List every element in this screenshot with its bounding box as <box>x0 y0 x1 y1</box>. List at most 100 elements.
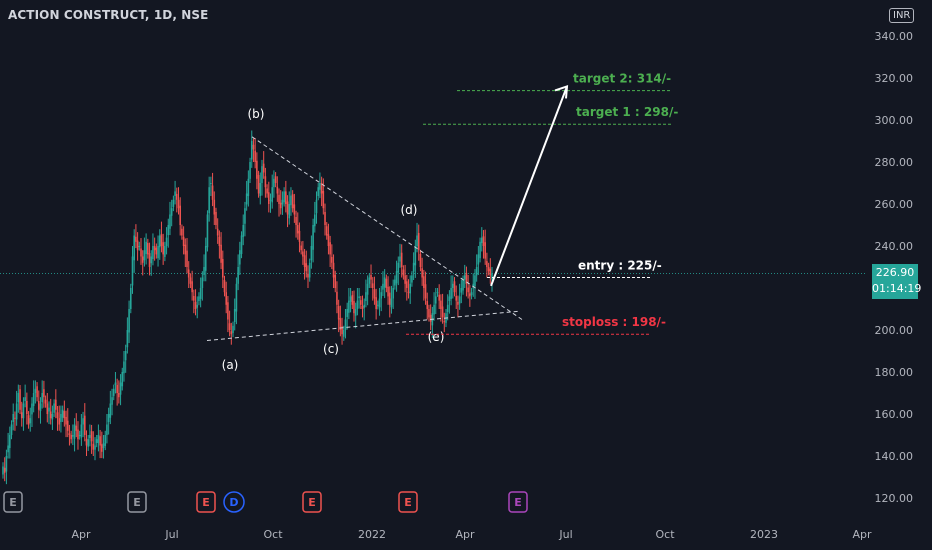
candle-body <box>390 298 393 308</box>
candle-body <box>87 439 89 447</box>
candle-body <box>489 268 492 276</box>
candle-body <box>7 445 9 453</box>
x-tick-label: Apr <box>455 528 475 541</box>
candle-body <box>179 205 181 225</box>
candle-body <box>300 245 302 251</box>
candle-body <box>140 248 142 257</box>
candle-body <box>365 292 367 302</box>
candle-body <box>44 399 47 404</box>
candle-body <box>373 289 376 299</box>
event-marker[interactable]: E <box>196 491 216 513</box>
event-letter: E <box>308 496 316 509</box>
candle-body <box>281 199 284 205</box>
candle-body <box>353 301 355 314</box>
candle-body <box>32 393 35 407</box>
event-marker[interactable]: E <box>3 491 23 513</box>
last-price-value: 226.90 <box>875 266 915 279</box>
x-tick-label: Jul <box>164 528 178 541</box>
event-marker[interactable]: E <box>508 491 528 513</box>
candle-body <box>194 301 197 309</box>
candle-body <box>252 144 255 150</box>
candle-body <box>324 211 326 225</box>
candle-body <box>344 319 347 330</box>
candle-body <box>419 253 422 267</box>
candle-body <box>305 263 308 272</box>
candle-body <box>317 187 320 197</box>
candle-body <box>354 309 357 316</box>
candle-body <box>247 178 250 197</box>
candle-body <box>152 246 154 260</box>
candle-body <box>337 306 340 320</box>
candle-body <box>232 325 234 333</box>
candle-body <box>147 243 149 255</box>
candle-body <box>223 280 226 293</box>
currency-badge[interactable]: INR <box>889 8 915 23</box>
candle-body <box>257 175 260 194</box>
candle-body <box>106 424 108 435</box>
candle-body <box>477 254 480 265</box>
candle-body <box>339 318 342 330</box>
candle-body <box>189 277 192 284</box>
event-marker[interactable]: E <box>398 491 418 513</box>
candle-body <box>429 314 432 322</box>
level-label: stoploss : 198/- <box>562 315 666 329</box>
candle-body <box>273 178 275 188</box>
candle-body <box>285 191 287 204</box>
event-marker[interactable]: E <box>302 491 322 513</box>
candle-body <box>475 267 478 276</box>
candle-body <box>327 234 330 246</box>
candle-body <box>312 225 314 250</box>
candle-body <box>254 150 256 162</box>
candle-body <box>12 414 15 422</box>
event-marker[interactable]: D <box>223 491 245 513</box>
candle-body <box>112 388 115 396</box>
candle-body <box>351 295 354 305</box>
candle-body <box>308 262 311 278</box>
x-tick-label: 2022 <box>358 528 386 541</box>
candle-body <box>196 304 199 308</box>
wave-label: (e) <box>428 330 445 344</box>
candle-body <box>210 183 212 184</box>
candle-body <box>428 309 430 318</box>
projection-arrowhead <box>554 84 569 99</box>
candle-body <box>356 300 359 309</box>
candle-body <box>329 242 331 255</box>
candle-body <box>63 411 66 419</box>
candle-body <box>465 272 468 284</box>
candle-body <box>239 250 241 265</box>
candle-body <box>307 273 309 278</box>
candle-body <box>460 288 463 293</box>
candle-body <box>261 166 263 183</box>
event-marker[interactable]: E <box>127 491 147 513</box>
candle-body <box>201 277 204 288</box>
candle-body <box>310 246 313 261</box>
candle-body <box>448 296 451 302</box>
candle-body <box>97 435 100 443</box>
y-tick-label: 320.00 <box>875 72 914 85</box>
candle-body <box>441 306 444 318</box>
candle-body <box>378 298 381 308</box>
candle-body <box>49 411 52 419</box>
candle-body <box>73 424 76 439</box>
candle-body <box>83 415 86 435</box>
candle-body <box>141 256 144 263</box>
candle-body <box>157 246 159 259</box>
candle-body <box>53 403 55 413</box>
candle-body <box>177 199 180 209</box>
y-tick-label: 300.00 <box>875 114 914 127</box>
candle-body <box>491 273 493 280</box>
candle-body <box>440 300 442 309</box>
candle-body <box>250 141 253 160</box>
candle-body <box>75 425 78 431</box>
candle-body <box>138 246 141 247</box>
candle-body <box>89 435 91 438</box>
candle-body <box>160 234 163 246</box>
x-tick-label: Oct <box>263 528 283 541</box>
candle-body <box>400 252 403 267</box>
candle-body <box>342 330 345 337</box>
candle-body <box>34 388 37 393</box>
candle-body <box>68 433 71 435</box>
candle-body <box>111 397 113 405</box>
candle-body <box>235 283 238 312</box>
